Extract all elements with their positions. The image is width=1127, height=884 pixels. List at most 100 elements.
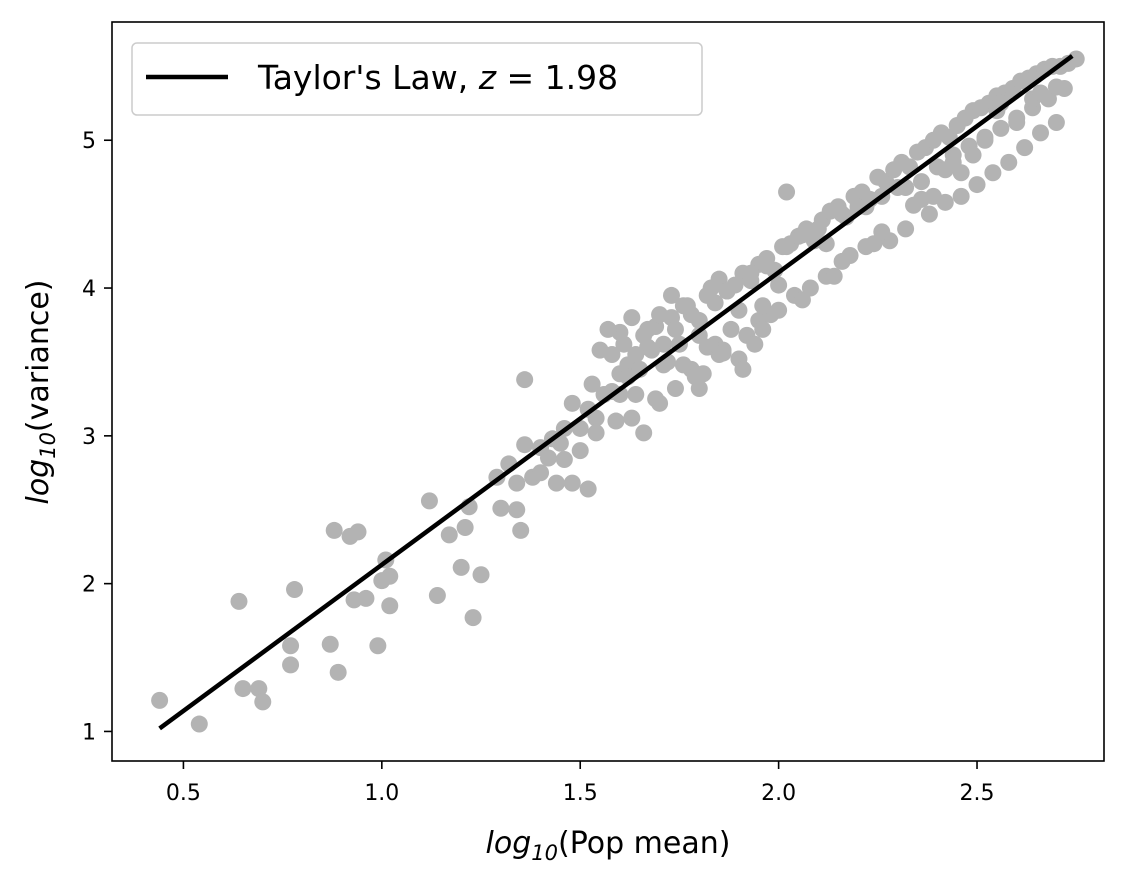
scatter-point <box>539 449 557 467</box>
scatter-point <box>770 276 788 294</box>
scatter-point <box>651 306 669 324</box>
scatter-point <box>1008 114 1026 132</box>
scatter-point <box>793 291 811 309</box>
y-tick-label: 5 <box>82 129 96 154</box>
scatter-point <box>778 183 796 201</box>
scatter-point <box>599 320 617 338</box>
scatter-point <box>452 558 470 576</box>
scatter-point <box>690 312 708 330</box>
scatter-point <box>563 394 581 412</box>
scatter-point <box>381 567 399 585</box>
scatter-point <box>329 663 347 681</box>
scatter-point <box>770 301 788 319</box>
scatter-point <box>1047 78 1065 96</box>
x-tick-label: 1.5 <box>563 781 598 806</box>
scatter-point <box>825 267 843 285</box>
scatter-point <box>190 715 208 733</box>
y-tick-label: 3 <box>82 425 96 450</box>
scatter-point <box>897 220 915 238</box>
scatter-point <box>440 526 458 544</box>
y-axis-ticks: 1 2 3 4 5 <box>82 129 112 745</box>
scatter-point <box>754 320 772 338</box>
scatter-point <box>936 161 954 179</box>
scatter-point <box>512 521 530 539</box>
scatter-point <box>754 297 772 315</box>
scatter-point <box>428 586 446 604</box>
scatter-point <box>623 309 641 327</box>
scatter-point <box>555 450 573 468</box>
scatter-point <box>1067 50 1085 68</box>
legend: Taylor's Law, z = 1.98 <box>131 42 703 116</box>
x-tick-label: 2.0 <box>761 781 796 806</box>
scatter-point <box>607 412 625 430</box>
scatter-point <box>666 320 684 338</box>
scatter-point <box>722 320 740 338</box>
scatter-point <box>151 691 169 709</box>
x-tick-label: 0.5 <box>166 781 201 806</box>
scatter-point <box>793 226 811 244</box>
x-tick-label: 2.5 <box>960 781 995 806</box>
scatter-point <box>666 380 684 398</box>
scatter-point <box>369 637 387 655</box>
scatter-point <box>563 474 581 492</box>
scatter-point <box>321 635 339 653</box>
scatter-point <box>635 424 653 442</box>
scatter-point <box>579 480 597 498</box>
scatter-point <box>286 581 304 599</box>
scatter-point <box>674 356 692 374</box>
scatter-point <box>873 223 891 241</box>
scatter-point <box>833 205 851 223</box>
legend-entry-label: Taylor's Law, z = 1.98 <box>257 58 618 97</box>
scatter-point <box>718 282 736 300</box>
scatter-point <box>1016 139 1034 157</box>
scatter-point <box>809 220 827 238</box>
scatter-point <box>571 442 589 460</box>
scatter-point <box>516 436 534 454</box>
scatter-point <box>694 365 712 383</box>
scatter-point <box>992 119 1010 137</box>
scatter-point <box>952 164 970 182</box>
y-tick-label: 4 <box>82 277 96 302</box>
scatter-point <box>976 131 994 149</box>
scatter-point <box>587 424 605 442</box>
scatter-point <box>250 680 268 698</box>
scatter-point <box>778 238 796 256</box>
x-axis-label: log10(Pop mean) <box>486 826 731 865</box>
scatter-point <box>746 335 764 353</box>
scatter-point <box>639 320 657 338</box>
scatter-point <box>662 286 680 304</box>
scatter-point <box>742 264 760 282</box>
scatter-point <box>912 190 930 208</box>
y-tick-label: 2 <box>82 573 96 598</box>
scatter-point <box>714 344 732 362</box>
scatter-point <box>968 176 986 194</box>
scatter-point <box>912 173 930 191</box>
scatter-point <box>1032 124 1050 142</box>
scatter-point <box>833 252 851 270</box>
scatter-point <box>627 385 645 403</box>
scatter-point <box>1032 84 1050 102</box>
scatter-point <box>952 187 970 205</box>
scatter-point <box>357 589 375 607</box>
scatter-point <box>254 693 272 711</box>
scatter-point <box>615 335 633 353</box>
x-tick-label: 1.0 <box>364 781 399 806</box>
scatter-point <box>758 257 776 275</box>
scatter-point <box>420 492 438 510</box>
y-tick-label: 1 <box>82 720 96 745</box>
scatter-point <box>1000 153 1018 171</box>
scatter-point <box>678 297 696 315</box>
scatter-point <box>516 371 534 389</box>
y-axis-label: log10(variance) <box>21 279 60 504</box>
scatter-point <box>591 341 609 359</box>
scatter-point <box>234 680 252 698</box>
taylors-law-fit-line <box>158 54 1074 731</box>
legend-box <box>131 42 703 116</box>
scatter-point <box>1047 114 1065 132</box>
scatter-point <box>472 566 490 584</box>
scatter-point <box>282 637 300 655</box>
scatter-point <box>651 394 669 412</box>
scatter-point <box>492 499 510 517</box>
scatter-point <box>583 375 601 393</box>
